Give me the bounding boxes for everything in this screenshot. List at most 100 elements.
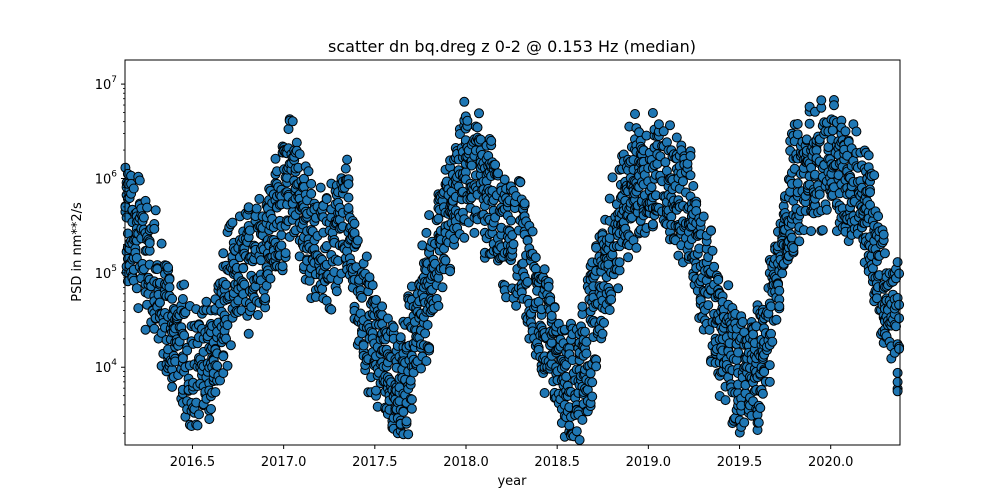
scatter-point bbox=[382, 313, 393, 324]
scatter-point bbox=[218, 351, 229, 362]
scatter-point bbox=[623, 252, 634, 263]
scatter-point bbox=[653, 119, 664, 130]
scatter-point bbox=[252, 310, 263, 320]
scatter-point bbox=[306, 178, 317, 189]
scatter-point bbox=[515, 177, 526, 188]
scatter-point bbox=[863, 150, 874, 161]
scatter-point bbox=[371, 294, 381, 305]
x-axis: 2016.5 2017.0 2017.5 2018.0 2018.5 2019.0 2019… bbox=[170, 445, 853, 470]
scatter-point bbox=[406, 394, 417, 405]
scatter-point bbox=[817, 225, 828, 236]
scatter-point bbox=[604, 305, 615, 315]
scatter-point bbox=[879, 248, 890, 259]
chart-title: scatter dn bq.dreg z 0-2 @ 0.153 Hz (med… bbox=[328, 37, 696, 56]
scatter-point bbox=[614, 257, 625, 268]
scatter-point bbox=[201, 296, 212, 307]
scatter-point bbox=[221, 333, 231, 344]
scatter-point bbox=[179, 330, 190, 341]
scatter-point bbox=[774, 285, 785, 296]
scatter-point bbox=[688, 181, 699, 191]
scatter-point bbox=[720, 395, 731, 406]
scatter-point bbox=[486, 135, 497, 146]
scatter-point bbox=[424, 210, 435, 221]
scatter-point bbox=[192, 420, 203, 431]
scatter-point bbox=[177, 294, 188, 304]
scatter-point bbox=[276, 230, 287, 241]
scatter-point bbox=[878, 229, 889, 240]
scatter-point bbox=[774, 301, 785, 312]
scatter-point bbox=[685, 151, 696, 161]
scatter-point bbox=[665, 120, 675, 131]
scatter-point bbox=[398, 406, 409, 417]
scatter-point bbox=[194, 409, 204, 420]
scatter-point bbox=[698, 211, 709, 222]
scatter-point bbox=[777, 268, 788, 279]
scatter-point bbox=[574, 435, 585, 445]
scatter-point bbox=[433, 300, 444, 311]
scatter-point bbox=[767, 336, 778, 347]
scatter-point bbox=[646, 182, 657, 193]
scatter-point bbox=[703, 300, 714, 311]
scatter-point bbox=[422, 320, 433, 330]
scatter-point bbox=[892, 377, 903, 387]
scatter-point bbox=[829, 100, 839, 111]
scatter-point bbox=[892, 386, 903, 397]
scatter-point bbox=[630, 109, 640, 119]
scatter-point bbox=[631, 242, 642, 253]
scatter-point bbox=[647, 219, 658, 230]
scatter-point bbox=[894, 343, 905, 354]
x-axis-label: year bbox=[497, 474, 527, 489]
scatter-point bbox=[587, 377, 598, 388]
scatter-point bbox=[179, 279, 190, 290]
scatter-point bbox=[474, 108, 484, 119]
scatter-point bbox=[581, 348, 592, 359]
scatter-point bbox=[287, 116, 298, 127]
scatter-point bbox=[182, 345, 193, 356]
scatter-point bbox=[869, 170, 880, 181]
scatter-point bbox=[506, 215, 516, 226]
scatter-point bbox=[571, 426, 582, 437]
x-tick-label: 2019.0 bbox=[626, 455, 672, 470]
scatter-point bbox=[134, 175, 145, 186]
scatter-point bbox=[156, 238, 167, 249]
scatter-point bbox=[222, 360, 233, 371]
scatter-point bbox=[406, 403, 417, 414]
scatter-point bbox=[221, 279, 231, 290]
scatter-point bbox=[539, 264, 550, 275]
scatter-point bbox=[133, 303, 144, 314]
scatter-point bbox=[218, 248, 229, 259]
scatter-point bbox=[388, 322, 399, 333]
scatter-point bbox=[210, 387, 221, 398]
scatter-point bbox=[490, 159, 501, 170]
scatter-point bbox=[131, 283, 142, 294]
y-tick-label: 104 bbox=[95, 358, 118, 376]
scatter-point bbox=[138, 212, 149, 223]
scatter-point bbox=[149, 223, 160, 234]
scatter-point bbox=[315, 182, 326, 193]
scatter-point bbox=[206, 404, 216, 414]
scatter-point bbox=[707, 245, 718, 256]
scatter-point bbox=[321, 194, 332, 204]
scatter-point bbox=[358, 340, 369, 351]
scatter-point bbox=[466, 160, 477, 171]
scatter-point bbox=[462, 115, 473, 126]
scatter-point bbox=[260, 293, 271, 304]
scatter-point bbox=[771, 314, 782, 325]
scatter-point bbox=[873, 211, 884, 222]
scatter-point bbox=[892, 367, 903, 378]
scatter-point bbox=[755, 402, 766, 413]
scatter-point bbox=[606, 294, 617, 305]
scatter-point bbox=[251, 203, 262, 214]
scatter-point bbox=[421, 227, 432, 238]
scatter-point bbox=[472, 122, 483, 133]
scatter-point bbox=[759, 366, 770, 377]
scatter-point bbox=[150, 205, 161, 216]
scatter-point bbox=[794, 236, 805, 247]
scatter-point bbox=[326, 304, 337, 315]
scatter-point bbox=[276, 240, 287, 251]
y-axis-label: PSD in nm**2/s bbox=[70, 202, 85, 302]
scatter-point bbox=[587, 391, 598, 402]
scatter-point bbox=[733, 347, 744, 358]
